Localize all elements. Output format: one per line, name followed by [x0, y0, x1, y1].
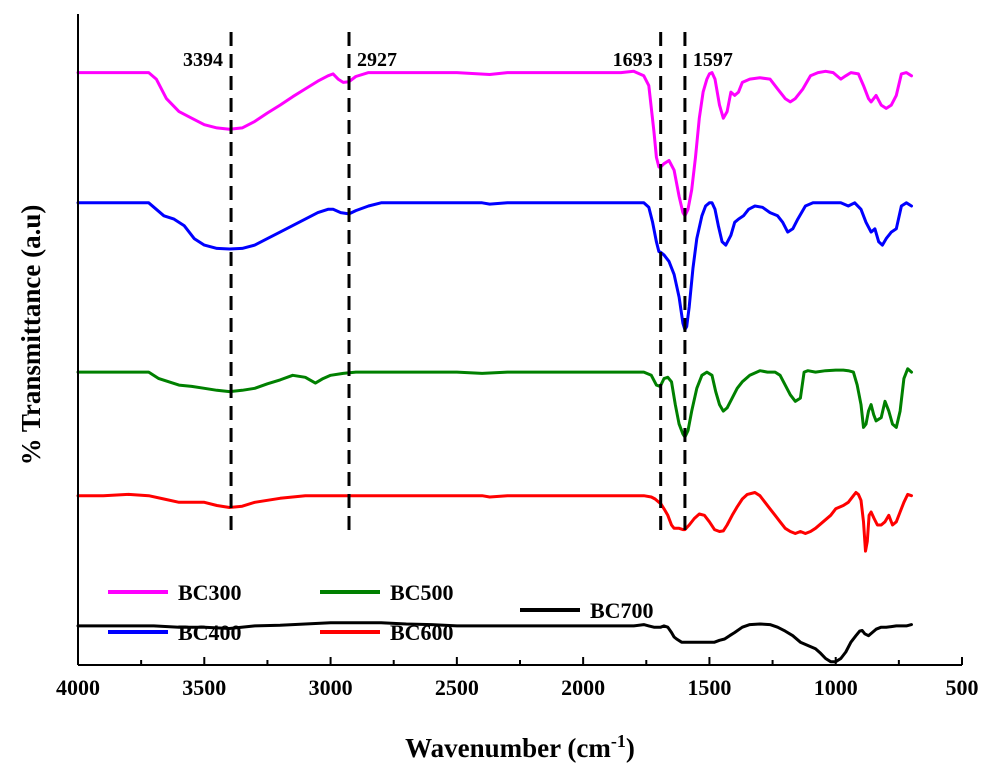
x-tick-label: 3000 [309, 675, 353, 700]
x-tick-label: 4000 [56, 675, 100, 700]
x-tick-label: 1000 [814, 675, 858, 700]
x-axis-label-main: Wavenumber (cm [405, 733, 611, 763]
x-tick-label: 3500 [182, 675, 226, 700]
y-axis-label: % Transmittance (a.u) [16, 205, 46, 466]
x-tick-label: 1500 [687, 675, 731, 700]
annotation-label-2927: 2927 [357, 49, 397, 71]
series-line-bc500 [76, 367, 913, 439]
legend-label-bc500: BC500 [390, 580, 454, 605]
annotation-label-3394: 3394 [183, 49, 223, 71]
x-axis-label-superscript: -1 [611, 731, 626, 751]
x-tick-label: 500 [946, 675, 979, 700]
legend-label-bc300: BC300 [178, 580, 242, 605]
series-line-bc400 [76, 201, 913, 332]
legend-label-bc400: BC400 [178, 620, 242, 645]
x-axis-label: Wavenumber (cm-1) [405, 731, 635, 763]
series-line-bc600 [76, 491, 913, 553]
x-tick-label: 2000 [561, 675, 605, 700]
series-line-bc300 [76, 69, 913, 218]
x-tick-label: 2500 [435, 675, 479, 700]
legend-label-bc600: BC600 [390, 620, 454, 645]
legend: BC300 BC400 BC500 BC600 BC700 [108, 580, 654, 645]
legend-label-bc700: BC700 [590, 598, 654, 623]
x-axis-label-close: ) [626, 733, 635, 763]
annotation-layer: 3394 2927 1693 1597 [183, 32, 733, 538]
annotation-label-1597: 1597 [693, 49, 733, 71]
series-line-bc700 [76, 621, 913, 664]
plot-layer [76, 69, 913, 664]
annotation-label-1693: 1693 [613, 49, 653, 71]
axis-layer: 4000 3500 3000 2500 2000 1500 1000 500 [56, 14, 979, 700]
